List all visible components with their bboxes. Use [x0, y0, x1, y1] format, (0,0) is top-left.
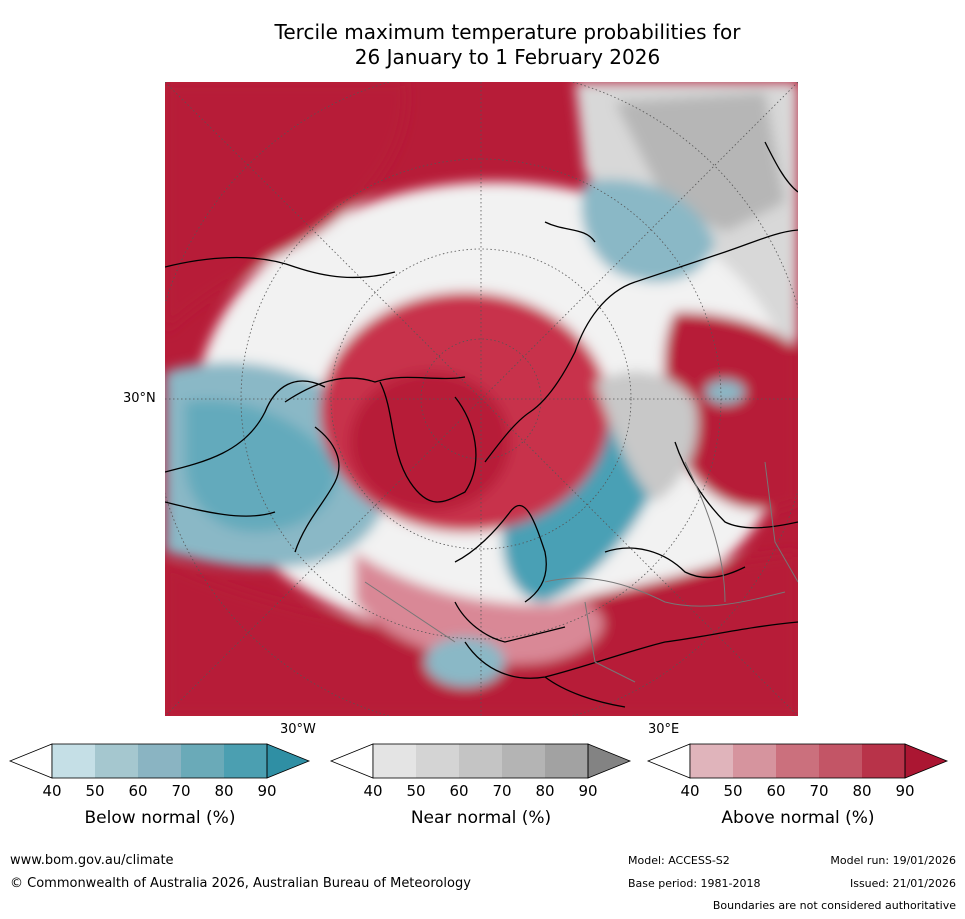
- footer-copyright: © Commonwealth of Australia 2026, Austra…: [10, 876, 471, 891]
- colorbar-segment: [733, 744, 776, 778]
- colorbar-segment: [373, 744, 416, 778]
- footer-disclaimer: Boundaries are not considered authoritat…: [712, 899, 956, 912]
- colorbar-segment: [224, 744, 267, 778]
- colorbar-arrow-high: [904, 743, 949, 779]
- colorbar-near-svg: [329, 743, 632, 779]
- colorbar-segment: [862, 744, 905, 778]
- colorbar-frame: [51, 743, 268, 779]
- colorbar-below-title: Below normal (%): [84, 808, 236, 828]
- colorbar-tick-label: 40: [680, 782, 700, 800]
- colorbar-below-svg: [8, 743, 311, 779]
- colorbar-segment: [502, 744, 545, 778]
- colorbar-tick-label: 70: [492, 782, 512, 800]
- footer-model-run: Model run: 19/01/2026: [830, 854, 956, 867]
- colorbar-arrow-high: [587, 743, 632, 779]
- title-line-2: 26 January to 1 February 2026: [354, 45, 661, 69]
- colorbar-arrow-low: [329, 743, 374, 779]
- colorbar-tick-label: 50: [85, 782, 105, 800]
- colorbar-below-ticks: 40 50 60 70 80 90: [10, 782, 310, 802]
- footer-issued: Issued: 21/01/2026: [849, 877, 956, 890]
- colorbar-near-normal: [329, 743, 632, 779]
- colorbar-below-normal: [8, 743, 311, 779]
- title-line-1: Tercile maximum temperature probabilitie…: [274, 20, 741, 44]
- footer-base-period: Base period: 1981-2018: [628, 877, 761, 890]
- colorbar-tick-label: 60: [128, 782, 148, 800]
- colorbar-tick-label: 40: [42, 782, 62, 800]
- country-boundaries: [364, 461, 798, 683]
- footer-website: www.bom.gov.au/climate: [10, 853, 174, 868]
- colorbar-segment: [138, 744, 181, 778]
- colorbar-near-ticks: 40 50 60 70 80 90: [331, 782, 631, 802]
- latitude-label-30n: 30°N: [123, 391, 156, 406]
- chart-title: Tercile maximum temperature probabilitie…: [165, 20, 850, 70]
- colorbar-frame: [689, 743, 906, 779]
- colorbar-above-title: Above normal (%): [721, 808, 875, 828]
- colorbar-frame: [372, 743, 589, 779]
- map-svg: [165, 82, 798, 716]
- colorbar-above-ticks: 40 50 60 70 80 90: [648, 782, 948, 802]
- graticule: [165, 82, 798, 716]
- colorbar-tick-label: 50: [723, 782, 743, 800]
- colorbar-tick-label: 60: [766, 782, 786, 800]
- longitude-label-30e: 30°E: [648, 722, 680, 737]
- coastlines: [165, 141, 798, 708]
- colorbar-segment: [819, 744, 862, 778]
- colorbar-segment: [459, 744, 502, 778]
- colorbar-tick-label: 90: [895, 782, 915, 800]
- colorbar-above-svg: [646, 743, 949, 779]
- colorbar-segment: [416, 744, 459, 778]
- colorbar-tick-label: 90: [578, 782, 598, 800]
- colorbar-segment: [690, 744, 733, 778]
- colorbar-near-title: Near normal (%): [410, 808, 552, 828]
- colorbar-tick-label: 70: [809, 782, 829, 800]
- colorbar-tick-label: 80: [852, 782, 872, 800]
- probability-map: [165, 82, 798, 716]
- colorbar-arrow-high: [266, 743, 311, 779]
- colorbar-tick-label: 70: [171, 782, 191, 800]
- colorbar-segment: [95, 744, 138, 778]
- colorbar-arrow-low: [8, 743, 53, 779]
- colorbar-above-normal: [646, 743, 949, 779]
- colorbar-tick-label: 60: [449, 782, 469, 800]
- colorbar-tick-label: 80: [535, 782, 555, 800]
- longitude-label-30w: 30°W: [280, 722, 316, 737]
- colorbar-segment: [545, 744, 588, 778]
- colorbar-segment: [776, 744, 819, 778]
- colorbar-tick-label: 90: [257, 782, 277, 800]
- colorbar-segment: [52, 744, 95, 778]
- footer-model: Model: ACCESS-S2: [628, 854, 730, 867]
- colorbar-arrow-low: [646, 743, 691, 779]
- colorbar-tick-label: 50: [406, 782, 426, 800]
- colorbar-tick-label: 80: [214, 782, 234, 800]
- colorbar-segment: [181, 744, 224, 778]
- colorbar-tick-label: 40: [363, 782, 383, 800]
